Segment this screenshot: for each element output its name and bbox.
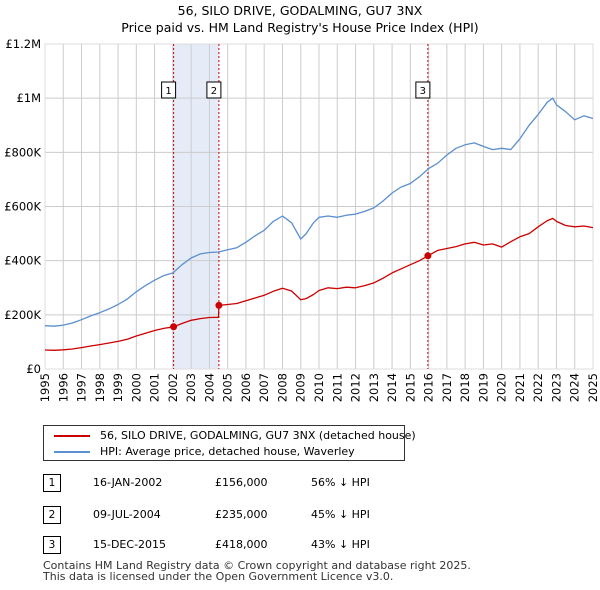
annotation-box xyxy=(161,81,177,99)
y-tick-label: £200K xyxy=(4,308,41,322)
x-tick-label: 2005 xyxy=(221,373,235,402)
x-tick-label: 2024 xyxy=(568,373,582,402)
x-tick-label: 2004 xyxy=(202,373,216,402)
sale-number-badge: 1 xyxy=(43,474,61,492)
x-tick-label: 2007 xyxy=(257,373,271,402)
y-tick-label: £800K xyxy=(4,145,41,159)
chart-subtitle: Price paid vs. HM Land Registry's House … xyxy=(121,20,479,35)
y-tick-label: £600K xyxy=(4,200,41,214)
x-tick-label: 2025 xyxy=(586,373,600,402)
sale-hpi-diff: 45% ↓ HPI xyxy=(311,508,370,521)
legend-property-label: 56, SILO DRIVE, GODALMING, GU7 3NX (deta… xyxy=(100,429,416,442)
annotation-label: 2 xyxy=(211,86,217,97)
sale-price: £235,000 xyxy=(215,508,268,521)
x-tick-label: 1999 xyxy=(111,373,125,402)
sale-point xyxy=(170,323,178,331)
footer: Contains HM Land Registry data © Crown c… xyxy=(43,560,471,582)
sale-price: £418,000 xyxy=(215,538,268,551)
y-tick-label: £1M xyxy=(16,91,41,105)
x-tick-label: 2023 xyxy=(549,373,563,402)
x-tick-label: 2015 xyxy=(403,373,417,402)
x-tick-label: 2018 xyxy=(458,373,472,402)
y-tick-label: £400K xyxy=(4,254,41,268)
sale-row: 1 16-JAN-2002 £156,000 56% ↓ HPI xyxy=(43,474,583,492)
hpi-series-line xyxy=(44,97,594,327)
y-tick-label: £1.2M xyxy=(5,37,41,51)
x-tick-label: 1997 xyxy=(75,373,89,402)
sale-hpi-diff: 56% ↓ HPI xyxy=(311,476,370,489)
x-tick-label: 2011 xyxy=(330,373,344,402)
legend: 56, SILO DRIVE, GODALMING, GU7 3NX (deta… xyxy=(43,425,416,461)
x-tick-label: 2014 xyxy=(385,373,399,402)
x-tick-label: 2009 xyxy=(294,373,308,402)
x-tick-label: 2000 xyxy=(129,373,143,402)
x-tick-label: 2021 xyxy=(513,373,527,402)
x-tick-label: 2019 xyxy=(476,373,490,402)
sale-number-badge: 3 xyxy=(43,536,61,554)
sale-date: 09-JUL-2004 xyxy=(93,508,161,521)
sale-row: 3 15-DEC-2015 £418,000 43% ↓ HPI xyxy=(43,536,583,554)
x-tick-label: 2001 xyxy=(148,373,162,402)
x-tick-label: 2013 xyxy=(367,373,381,402)
x-tick-label: 2017 xyxy=(440,373,454,402)
sale-price: £156,000 xyxy=(215,476,268,489)
y-tick-label: £0 xyxy=(26,362,41,376)
sale-hpi-diff: 43% ↓ HPI xyxy=(311,538,370,551)
legend-property-swatch xyxy=(54,435,90,437)
annotation-box xyxy=(415,81,431,99)
x-tick-label: 2016 xyxy=(422,373,436,402)
plot-frame xyxy=(44,43,594,370)
chart-title: 56, SILO DRIVE, GODALMING, GU7 3NX xyxy=(177,3,423,18)
x-tick-label: 1995 xyxy=(38,373,52,402)
sale-date: 16-JAN-2002 xyxy=(93,476,163,489)
price-chart: 1 2 3 £0 £200K £400K £600K £800K £1M £1.2M 1995 199… xyxy=(4,37,600,402)
x-tick-label: 2010 xyxy=(312,373,326,402)
x-tick-label: 2020 xyxy=(495,373,509,402)
footer-licence: This data is licensed under the Open Gov… xyxy=(43,570,394,583)
sale-number-badge: 2 xyxy=(43,506,61,524)
x-tick-label: 1996 xyxy=(56,373,70,402)
legend-hpi-label: HPI: Average price, detached house, Wave… xyxy=(100,445,355,458)
annotation-label: 3 xyxy=(420,86,426,97)
sale-row: 2 09-JUL-2004 £235,000 45% ↓ HPI xyxy=(43,506,583,524)
sale-date: 15-DEC-2015 xyxy=(93,538,167,551)
x-tick-label: 2008 xyxy=(275,373,289,402)
annotation-box xyxy=(206,81,222,99)
sale-point xyxy=(424,252,432,260)
property-series-line xyxy=(44,217,594,351)
x-tick-label: 2012 xyxy=(349,373,363,402)
x-tick-label: 2022 xyxy=(531,373,545,402)
x-tick-label: 2006 xyxy=(239,373,253,402)
x-tick-label: 2003 xyxy=(184,373,198,402)
x-tick-label: 1998 xyxy=(93,373,107,402)
x-tick-label: 2002 xyxy=(166,373,180,402)
sale-point xyxy=(215,301,223,309)
legend-hpi-swatch xyxy=(54,451,90,453)
footer-copyright: Contains HM Land Registry data © Crown c… xyxy=(43,559,471,572)
annotation-label: 1 xyxy=(165,86,171,97)
